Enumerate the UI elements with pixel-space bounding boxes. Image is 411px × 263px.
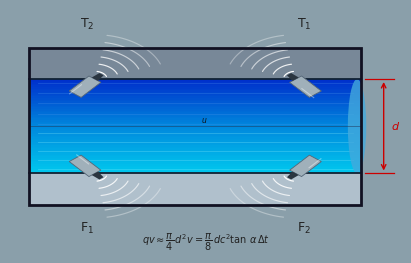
Polygon shape	[287, 172, 299, 179]
Polygon shape	[69, 76, 101, 97]
Bar	[29, 106, 361, 107]
Bar	[29, 87, 361, 89]
Bar	[29, 115, 361, 117]
Bar	[29, 147, 361, 148]
Ellipse shape	[348, 79, 366, 173]
Bar	[29, 134, 361, 136]
Bar	[29, 156, 361, 158]
Bar	[29, 148, 361, 150]
Bar	[29, 164, 361, 165]
Bar	[29, 82, 361, 84]
Bar	[29, 169, 361, 170]
Bar	[29, 117, 361, 118]
Bar	[29, 122, 361, 123]
Bar	[29, 79, 361, 81]
Polygon shape	[287, 73, 299, 81]
Bar	[29, 112, 361, 114]
Bar	[29, 98, 361, 100]
Bar	[29, 92, 361, 93]
Bar	[29, 172, 361, 173]
Bar	[29, 93, 361, 95]
Bar	[29, 125, 361, 126]
Text: F$_1$: F$_1$	[80, 221, 94, 236]
Bar	[29, 118, 361, 120]
Bar	[29, 109, 361, 110]
Text: $d$: $d$	[391, 120, 400, 132]
Bar	[29, 170, 361, 172]
Polygon shape	[92, 73, 104, 81]
Bar	[29, 101, 361, 103]
Bar	[29, 165, 361, 167]
Bar	[29, 89, 361, 90]
Bar	[29, 150, 361, 151]
Bar	[29, 48, 361, 205]
Bar	[29, 136, 361, 137]
Bar	[29, 137, 361, 139]
Bar	[29, 159, 361, 161]
Bar	[29, 90, 361, 92]
Bar	[29, 114, 361, 115]
Bar	[29, 128, 361, 129]
Bar	[29, 103, 361, 104]
Bar	[29, 120, 361, 122]
Bar	[29, 104, 361, 106]
Bar	[29, 131, 361, 133]
Bar	[29, 162, 361, 164]
Bar	[29, 81, 361, 82]
Text: T$_1$: T$_1$	[297, 17, 311, 32]
Polygon shape	[290, 76, 321, 97]
Bar	[29, 145, 361, 147]
Polygon shape	[92, 172, 104, 179]
Bar	[29, 161, 361, 162]
Bar	[29, 126, 361, 128]
Bar	[29, 84, 361, 85]
Bar	[29, 110, 361, 112]
Bar	[29, 167, 361, 169]
Bar	[29, 48, 361, 79]
Bar	[29, 123, 361, 125]
Bar	[29, 129, 361, 131]
Bar	[29, 85, 361, 87]
Bar	[29, 139, 361, 140]
Bar	[29, 100, 361, 101]
Bar	[29, 133, 361, 134]
Bar	[29, 97, 361, 98]
Bar	[29, 140, 361, 142]
Text: T$_2$: T$_2$	[80, 17, 94, 32]
Bar	[29, 95, 361, 97]
Bar	[29, 173, 361, 205]
Bar	[29, 155, 361, 156]
Bar	[29, 107, 361, 109]
Polygon shape	[290, 155, 321, 176]
Bar	[29, 144, 361, 145]
Bar	[29, 151, 361, 153]
Text: $qv \approx \dfrac{\pi}{4}\,d^2v = \dfrac{\pi}{8}\,dc^2\tan\,\alpha\,\Delta t$: $qv \approx \dfrac{\pi}{4}\,d^2v = \dfra…	[141, 232, 270, 253]
Bar	[29, 142, 361, 144]
Bar	[29, 158, 361, 159]
Polygon shape	[69, 155, 101, 176]
Text: F$_2$: F$_2$	[297, 221, 311, 236]
Text: $u$: $u$	[201, 116, 208, 125]
Bar	[29, 153, 361, 155]
